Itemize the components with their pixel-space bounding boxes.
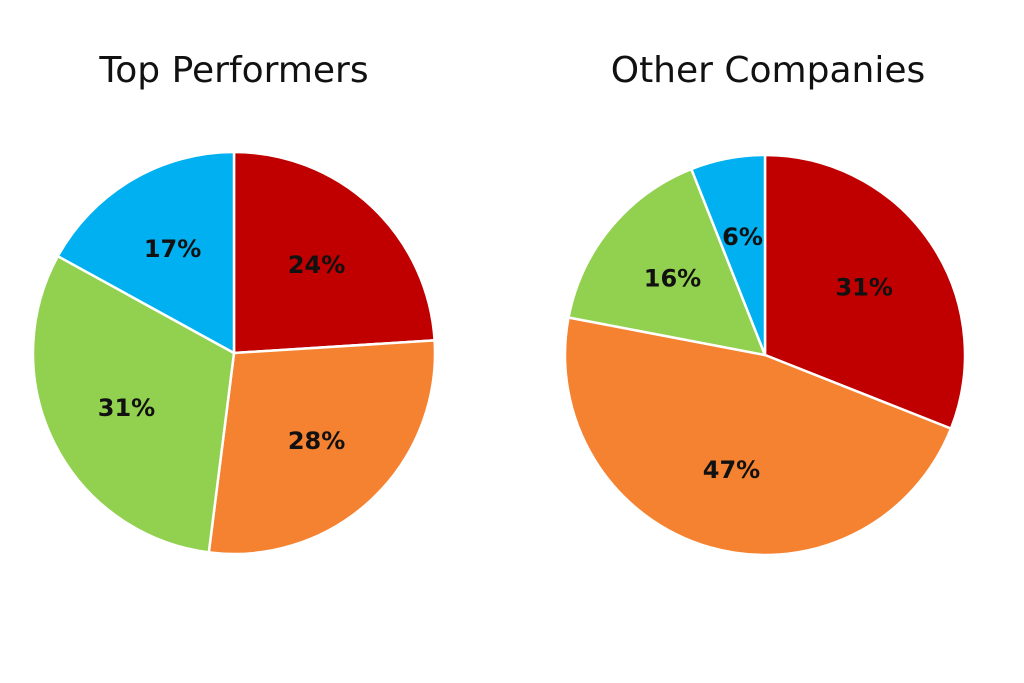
pie-slice [689, 153, 767, 356]
slice-label: 31% [98, 394, 155, 422]
slice-label: 6% [722, 223, 763, 251]
chart-title: Other Companies [611, 50, 926, 91]
pie-slice [763, 153, 967, 431]
chart-title: Top Performers [98, 50, 368, 91]
pie-labels: 31% 47% 16% 6% [644, 223, 893, 484]
pie-chart-other-companies: Other Companies 31% 47% 16% 6% [563, 50, 967, 557]
pie-slices [31, 150, 437, 556]
slice-label: 28% [288, 427, 345, 455]
slice-label: 31% [835, 274, 892, 302]
pie-labels: 24% 28% 31% 17% [98, 235, 346, 455]
pie-slice [563, 316, 953, 557]
pie-slice [567, 167, 767, 357]
pie-slice [31, 254, 236, 554]
pie-slice [232, 150, 436, 355]
pie-slice [56, 150, 236, 356]
pie-slice [207, 339, 437, 556]
slice-label: 24% [288, 251, 345, 279]
slice-label: 17% [144, 235, 201, 263]
pie-slices [563, 153, 967, 557]
pie-chart-top-performers: Top Performers 24% 28% 31% 17% [31, 50, 437, 556]
slice-label: 47% [703, 456, 760, 484]
slice-label: 16% [644, 265, 701, 293]
